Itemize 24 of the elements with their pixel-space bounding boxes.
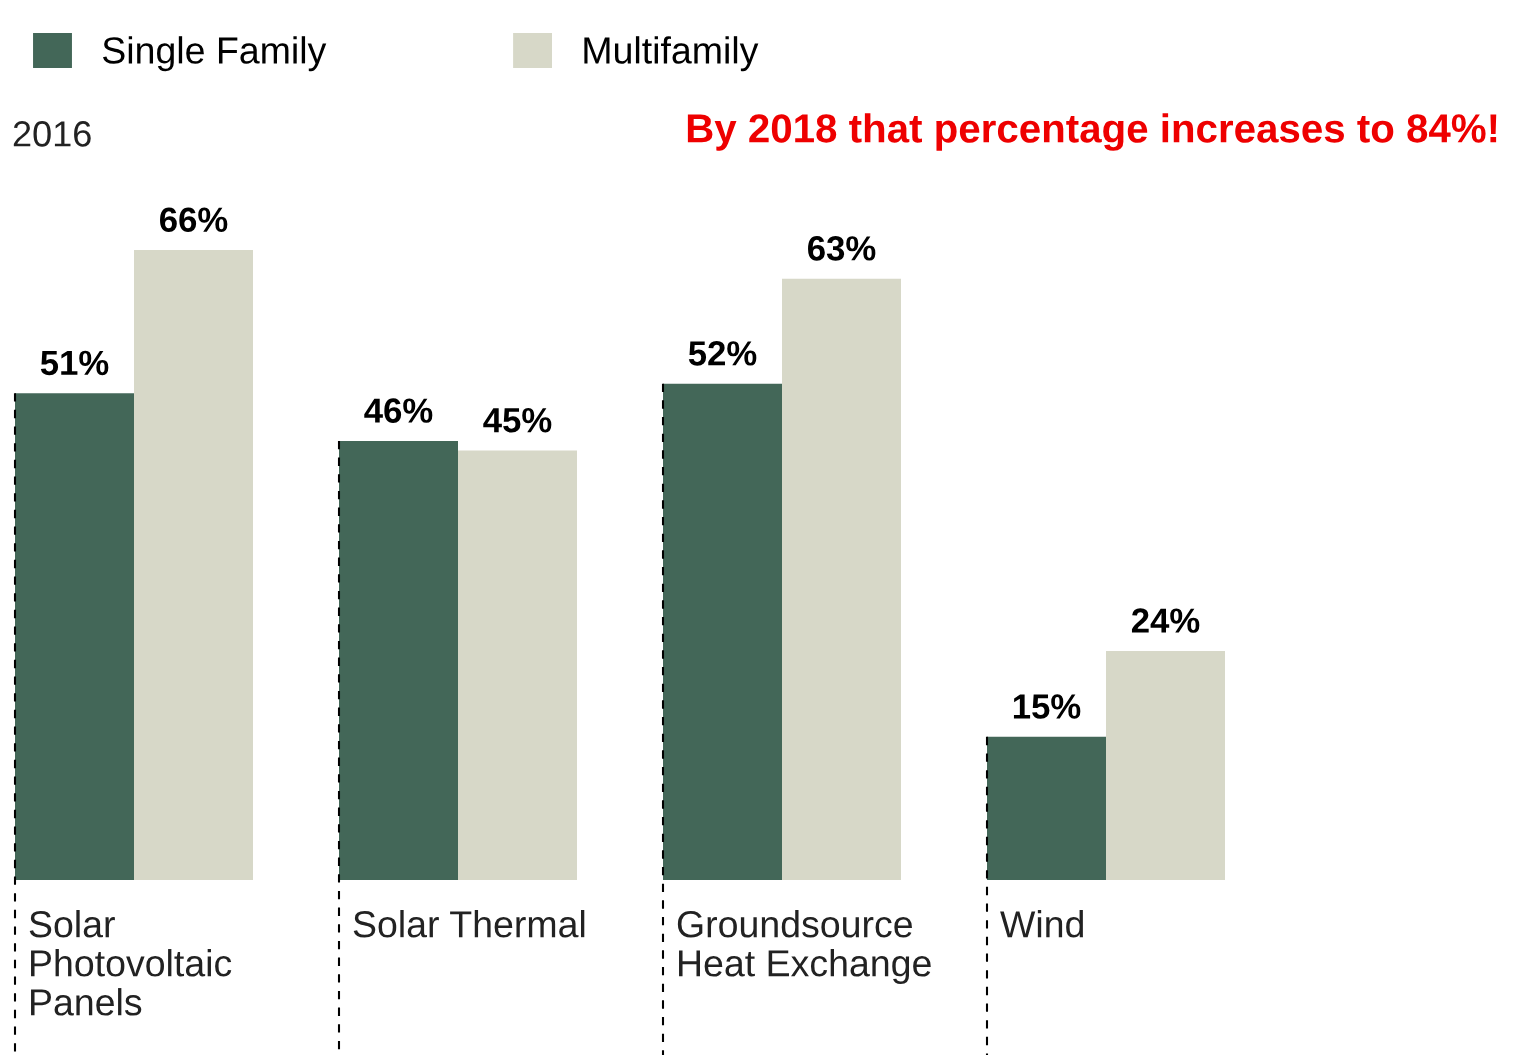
x-tick-label: Groundsource Heat Exchange [677,910,931,984]
bar [339,440,458,880]
bar [134,250,253,880]
x-tick-label: Wind [1000,910,1083,938]
bar [782,278,901,880]
bar [458,450,577,880]
bar [1106,650,1225,880]
legend-label: Multifamily [584,36,759,72]
text: By 2018 that percentage increases to 84%! [687,113,1497,151]
data-label: 45% [483,407,552,433]
data-label: 15% [1013,694,1081,719]
bar [15,393,134,880]
data-label: 46% [364,398,433,423]
data-label: 63% [808,236,876,261]
bar [663,383,782,880]
chart-subtitle: 2016 [13,121,91,147]
bar [987,736,1106,880]
x-tick-label: Solar Thermal [353,910,585,938]
legend-label: Single Family [102,36,327,72]
data-label: 51% [40,350,109,376]
x-tick-label: Solar Photovoltaic Panels [29,910,232,1016]
data-label: 24% [1131,608,1200,633]
data-label: 52% [688,341,757,366]
data-label: 66% [160,207,228,233]
